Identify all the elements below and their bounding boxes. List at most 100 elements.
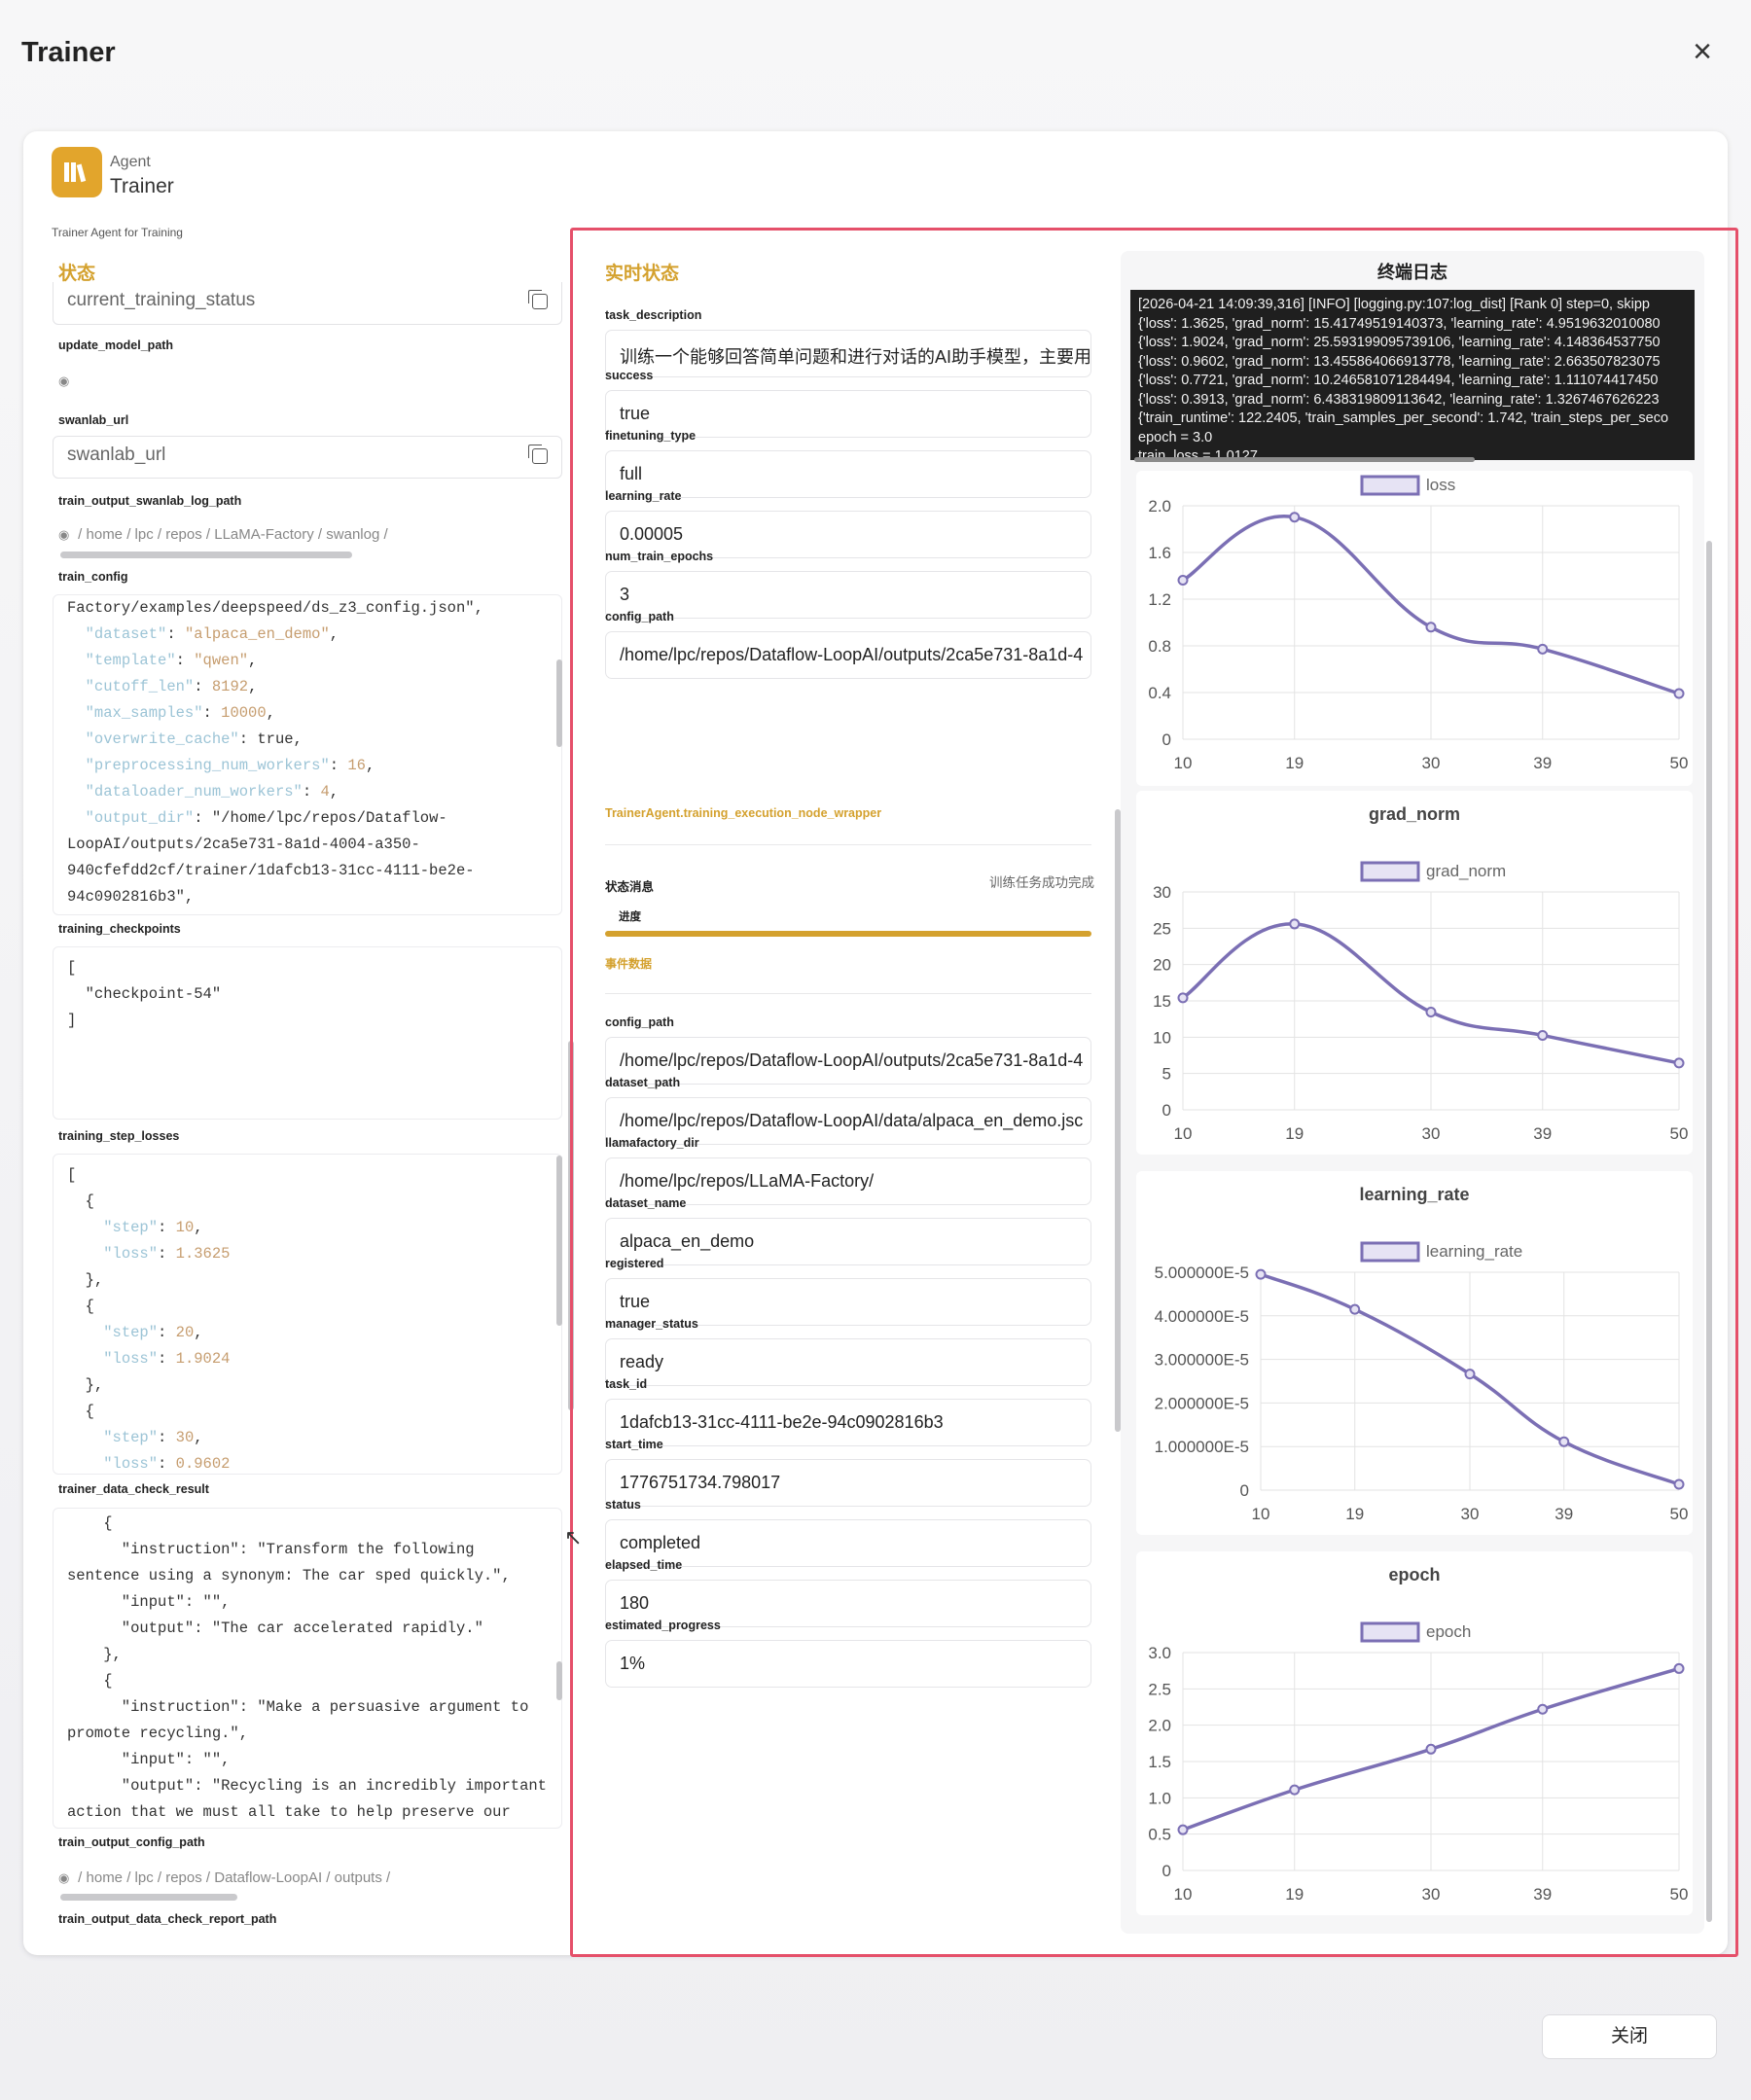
code-line: "preprocessing_num_workers": 16, — [85, 757, 375, 774]
grad-norm-chart-svg: grad_norm grad_norm 0 5 10 15 20 25 30 10 19 30 39 50 — [1153, 804, 1688, 1143]
field-value[interactable]: true — [605, 390, 1091, 438]
copy-icon[interactable] — [528, 290, 548, 309]
field-value[interactable]: /home/lpc/repos/Dataflow-LoopAI/outputs/… — [605, 1037, 1091, 1085]
code-line: LoopAI/outputs/2ca5e731-8a1d-4004-a350- — [67, 836, 420, 853]
code-line: }, — [67, 1646, 122, 1663]
field-label: success — [605, 369, 654, 382]
legend-label: loss — [1426, 476, 1455, 494]
terminal-log[interactable]: [2026-04-21 14:09:39,316] [INFO] [loggin… — [1130, 290, 1695, 460]
modal-title: Trainer — [21, 37, 116, 68]
field-value[interactable]: /home/lpc/repos/LLaMA-Factory/ — [605, 1157, 1091, 1205]
horizontal-scrollbar[interactable] — [60, 1894, 237, 1901]
field-label: config_path — [605, 1015, 674, 1029]
field-value[interactable]: alpaca_en_demo — [605, 1218, 1091, 1265]
field-value[interactable]: ready — [605, 1338, 1091, 1386]
realtime-status-title: 实时状态 — [605, 264, 680, 284]
x-tick-label: 50 — [1670, 754, 1689, 772]
mouse-cursor-icon: ↖ — [564, 1525, 583, 1549]
close-icon[interactable]: × — [1693, 33, 1712, 70]
field-value[interactable]: 180 — [605, 1580, 1091, 1627]
close-button[interactable]: 关闭 — [1542, 2014, 1717, 2059]
field-value[interactable]: completed — [605, 1519, 1091, 1567]
eye-icon[interactable]: ◉ — [58, 1870, 70, 1885]
horizontal-scrollbar[interactable] — [60, 552, 352, 558]
swanlab-log-path-breadcrumb[interactable]: ◉ / home / lpc / repos / LLaMA-Factory /… — [58, 526, 388, 543]
field-value[interactable]: 0.00005 — [605, 511, 1091, 558]
node-name: TrainerAgent.training_execution_node_wra… — [605, 806, 882, 820]
data-point — [1177, 1824, 1189, 1835]
copy-icon[interactable] — [528, 445, 548, 464]
x-tick-label: 10 — [1174, 1885, 1193, 1904]
divider — [605, 993, 1091, 994]
terminal-panel: 终端日志 [2026-04-21 14:09:39,316] [INFO] [l… — [1121, 251, 1704, 1934]
y-tick-label: 5 — [1162, 1065, 1171, 1084]
x-tick-label: 39 — [1554, 1505, 1573, 1523]
code-line: "output": "The car accelerated rapidly." — [67, 1619, 483, 1637]
learning-rate-chart: learning_rate learning_rate 0 1.000000E-5 2.… — [1136, 1171, 1693, 1535]
terminal-line: epoch = 3.0 — [1138, 429, 1213, 445]
agent-kicker: Agent — [110, 154, 151, 170]
field-value[interactable]: /home/lpc/repos/Dataflow-LoopAI/data/alp… — [605, 1097, 1091, 1145]
data-point — [1537, 643, 1549, 655]
data-point — [1673, 1662, 1685, 1674]
agent-name: Trainer — [110, 175, 174, 197]
right-panel-scrollbar[interactable] — [1706, 541, 1712, 1922]
data-point — [1425, 622, 1437, 633]
vertical-scrollbar[interactable] — [556, 1156, 562, 1326]
eye-icon[interactable]: ◉ — [58, 527, 70, 542]
code-line: "output_dir": "/home/lpc/repos/Dataflow- — [85, 809, 447, 827]
trainer-data-check-result-label: trainer_data_check_result — [58, 1482, 209, 1496]
code-line: "loss": 0.9602 — [103, 1455, 231, 1473]
left-panel-scrollbar[interactable] — [568, 1041, 574, 1410]
field-value[interactable]: /home/lpc/repos/Dataflow-LoopAI/outputs/… — [605, 631, 1091, 679]
trainer-data-check-result-code[interactable]: { "instruction": "Transform the followin… — [53, 1508, 562, 1829]
x-tick-label: 39 — [1533, 754, 1552, 772]
terminal-line: {'loss': 0.7721, 'grad_norm': 10.2465810… — [1138, 373, 1659, 388]
vertical-scrollbar[interactable] — [556, 1661, 562, 1700]
field-value[interactable]: full — [605, 450, 1091, 498]
current-training-status-field[interactable]: current_training_status — [53, 282, 562, 325]
data-point — [1558, 1436, 1570, 1447]
vertical-scrollbar[interactable] — [556, 659, 562, 747]
data-point — [1425, 1743, 1437, 1755]
terminal-line: [2026-04-21 14:09:39,316] [INFO] [loggin… — [1138, 297, 1650, 312]
field-label: config_path — [605, 610, 674, 623]
x-tick-label: 10 — [1174, 754, 1193, 772]
config-path-breadcrumb[interactable]: ◉ / home / lpc / repos / Dataflow-LoopAI… — [58, 1869, 390, 1886]
train-output-config-path-label: train_output_config_path — [58, 1835, 205, 1849]
code-line: [ — [67, 959, 77, 977]
field-value[interactable]: 3 — [605, 571, 1091, 619]
update-model-path-row: ◉ — [58, 373, 74, 389]
training-checkpoints-code[interactable]: [ "checkpoint-54"] — [53, 946, 562, 1120]
field-value[interactable]: true — [605, 1278, 1091, 1326]
code-line: "step": 30, — [103, 1429, 203, 1446]
x-tick-label: 19 — [1285, 1885, 1304, 1904]
eye-icon[interactable]: ◉ — [58, 374, 70, 388]
train-config-code[interactable]: Factory/examples/deepspeed/ds_z3_config.… — [53, 594, 562, 915]
terminal-scrollbar[interactable] — [1134, 457, 1475, 462]
code-line: promote recycling.", — [67, 1725, 249, 1742]
field-value[interactable]: 训练一个能够回答简单问题和进行对话的AI助手模型，主要用 — [605, 330, 1091, 377]
agent-logo-icon — [52, 147, 102, 197]
code-line: "overwrite_cache": true, — [85, 730, 303, 748]
y-tick-label: 10 — [1153, 1028, 1171, 1047]
config-path-text: / home / lpc / repos / Dataflow-LoopAI /… — [78, 1869, 391, 1886]
field-label: dataset_name — [605, 1196, 687, 1210]
field-value[interactable]: 1776751734.798017 — [605, 1459, 1091, 1507]
code-line: "loss": 1.3625 — [103, 1245, 231, 1263]
training-step-losses-code[interactable]: [ { "step": 10, "loss": 1.3625 }, { "ste… — [53, 1154, 562, 1475]
code-line: "template": "qwen", — [85, 652, 258, 669]
current-training-status-placeholder: current_training_status — [67, 290, 256, 310]
code-line: [ — [67, 1166, 77, 1184]
field-value[interactable]: 1% — [605, 1640, 1091, 1688]
swanlab-url-label: swanlab_url — [58, 413, 129, 427]
field-value[interactable]: 1dafcb13-31cc-4111-be2e-94c0902816b3 — [605, 1399, 1091, 1446]
y-tick-label: 0 — [1162, 730, 1171, 749]
status-message: 训练任务成功完成 — [989, 875, 1094, 890]
swanlab-url-field[interactable]: swanlab_url — [53, 436, 562, 479]
series-line — [1182, 922, 1680, 1065]
middle-panel-scrollbar[interactable] — [1115, 809, 1121, 1432]
realtime-status-panel: 实时状态 task_description 训练一个能够回答简单问题和进行对话的A… — [599, 251, 1105, 1934]
progress-label: 进度 — [619, 911, 641, 923]
data-point — [1537, 1029, 1549, 1041]
